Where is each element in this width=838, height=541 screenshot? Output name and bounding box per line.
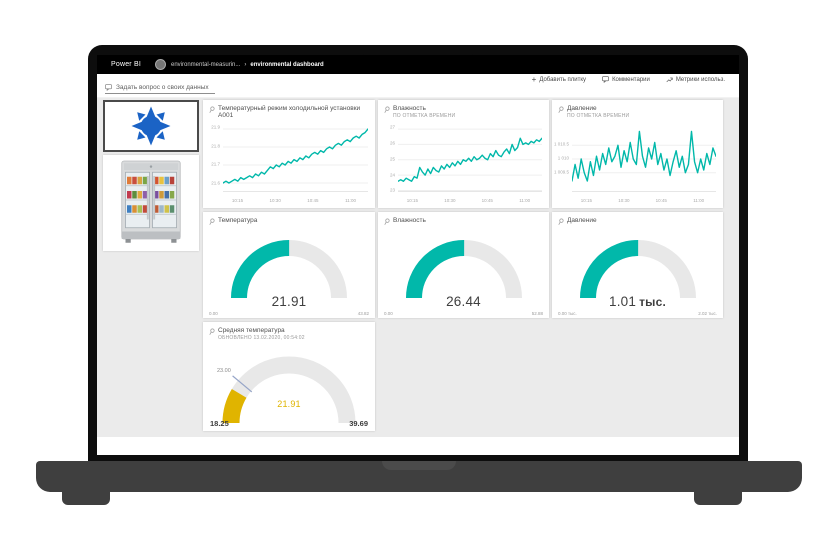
tile-humidity-gauge[interactable]: Влажность 26.44 0.00 52.88 [378, 212, 549, 318]
laptop-base-notch [382, 461, 456, 470]
gauge-min-label: 18.25 [210, 419, 229, 428]
gauge-value: 21.91 [277, 399, 301, 409]
sub-header: + Добавить плитку Комментарии Метрики ис… [97, 74, 739, 98]
sun-icon [131, 106, 171, 146]
avatar[interactable] [155, 59, 166, 70]
refrigerator-image [121, 160, 181, 243]
qa-bubble-icon [105, 84, 112, 91]
gauge-arc [222, 356, 356, 424]
tile-pressure-gauge[interactable]: Давление 1.01 тыс. 0.00 тыс. 2.02 тыс. [552, 212, 723, 318]
tile-refrigerator-image[interactable] [103, 155, 199, 251]
comment-bubble-icon [602, 76, 609, 83]
add-tile-button[interactable]: + Добавить плитку [531, 74, 587, 84]
tile-sun-image[interactable] [103, 100, 199, 152]
comments-label: Комментарии [612, 76, 650, 83]
pin-icon [384, 106, 390, 113]
x-axis-ticks: 10:15 10:30 10:45 11:00 [231, 198, 357, 203]
pin-icon [209, 218, 215, 225]
gauge-value: 26.44 [446, 294, 481, 309]
tile-subtitle: ОБНОВЛЕНО 13.02.2020, 00:54:02 [218, 335, 305, 342]
dashboard-canvas: Температурный режим холодильной установк… [97, 98, 739, 437]
tile-humidity-line-chart[interactable]: Влажность ПО ОТМЕТКА ВРЕМЕНИ 27 26 25 24 23 … [378, 100, 549, 208]
gauge-value: 1.01 тыс. [608, 294, 666, 309]
tile-temperature-gauge[interactable]: Температура 21.91 0.00 43.82 [203, 212, 375, 318]
tile-subtitle: ПО ОТМЕТКА ВРЕМЕНИ [567, 113, 630, 120]
gauge-min-label: 0.00 [384, 311, 393, 316]
gauge-min-label: 0.00 [209, 311, 218, 316]
laptop-screen-bezel: Power BI environmental-measurin... › env… [88, 45, 748, 462]
tile-title: Влажность [393, 105, 426, 112]
powerbi-brand: Power BI [111, 61, 141, 68]
tile-title: Давление [567, 105, 597, 112]
line-chart-temperature: 21.9 21.8 21.7 21.6 10:15 10:30 10:45 11:00 [207, 118, 368, 204]
laptop-foot-left [62, 491, 110, 505]
gauge-arc [231, 240, 347, 299]
app-display: Power BI environmental-measurin... › env… [97, 55, 739, 455]
tile-title: Влажность [393, 217, 426, 224]
y-axis-ticks: 21.9 21.8 21.7 21.6 [211, 124, 220, 186]
y-axis-ticks: 27 26 25 24 23 [389, 124, 395, 193]
gauge-max-label: 43.82 [357, 311, 369, 316]
qa-prompt-text: Задать вопрос о своих данных [116, 84, 209, 91]
gauge-arc [405, 240, 522, 299]
laptop-base [36, 461, 802, 492]
pin-icon [209, 328, 215, 335]
gauge-arc [579, 240, 696, 299]
pin-icon [558, 106, 564, 113]
dashboard-toolbar: + Добавить плитку Комментарии Метрики ис… [531, 74, 725, 84]
gauge-target-label: 23.00 [217, 368, 231, 374]
qa-ask-question-input[interactable]: Задать вопрос о своих данных [105, 84, 215, 94]
gauge-max-label: 2.02 тыс. [698, 311, 717, 316]
gauge-max-label: 52.88 [531, 311, 543, 316]
line-chart-plot [572, 126, 716, 192]
gauge-value: 21.91 [271, 294, 307, 309]
add-tile-label: Добавить плитку [539, 76, 587, 83]
app-header: Power BI environmental-measurin... › env… [97, 55, 739, 74]
gauge-max-label: 39.69 [349, 419, 368, 428]
x-axis-ticks: 10:15 10:30 10:45 11:00 [580, 198, 705, 203]
breadcrumb-current: environmental dashboard [250, 61, 324, 68]
breadcrumb-workspace[interactable]: environmental-measurin... [171, 61, 241, 68]
line-chart-plot [398, 126, 542, 192]
plus-icon: + [531, 74, 537, 84]
breadcrumb-separator: › [244, 61, 247, 68]
x-axis-ticks: 10:15 10:30 10:45 11:00 [406, 198, 531, 203]
line-chart-pressure: 1 010.5 1 010 1 009.5 10:15 10:30 10:45 11:00 [553, 124, 716, 204]
line-chart-plot [223, 120, 368, 192]
y-axis-ticks: 1 010.5 1 010 1 009.5 [553, 141, 569, 175]
pin-icon [209, 106, 215, 113]
comments-button[interactable]: Комментарии [602, 76, 650, 83]
pin-icon [384, 218, 390, 225]
pin-icon [558, 218, 564, 225]
usage-metrics-label: Метрики использ. [675, 76, 725, 83]
metrics-chart-icon [666, 77, 673, 83]
tile-subtitle: ПО ОТМЕТКА ВРЕМЕНИ [393, 113, 456, 120]
tile-average-temperature-gauge[interactable]: Средняя температура ОБНОВЛЕНО 13.02.2020… [203, 322, 375, 431]
tile-title: Давление [567, 217, 597, 224]
gauge-min-label: 0.00 тыс. [558, 311, 577, 316]
tile-title: Температура [218, 217, 258, 224]
laptop-foot-right [694, 491, 742, 505]
line-chart-humidity: 27 26 25 24 23 10:15 10:30 10:45 11:00 [382, 124, 542, 204]
tile-title: Температурный режим холодильной установк… [218, 105, 361, 120]
tile-title: Средняя температура [218, 327, 285, 334]
usage-metrics-button[interactable]: Метрики использ. [666, 76, 725, 83]
tile-temperature-line-chart[interactable]: Температурный режим холодильной установк… [203, 100, 375, 208]
tile-pressure-line-chart[interactable]: Давление ПО ОТМЕТКА ВРЕМЕНИ 1 010.5 1 010… [552, 100, 723, 208]
